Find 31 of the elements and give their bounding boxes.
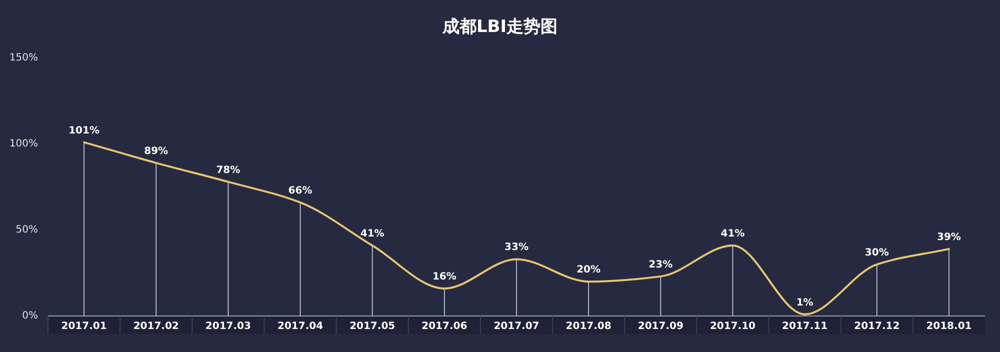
- data-label: 78%: [216, 164, 240, 176]
- x-tick-label: 2017.07: [494, 321, 540, 332]
- y-tick-label: 0%: [22, 310, 38, 322]
- x-tick-label: 2017.03: [205, 321, 252, 332]
- x-tick-label: 2017.08: [566, 321, 612, 332]
- data-label: 41%: [360, 228, 384, 240]
- data-label: 1%: [796, 297, 814, 308]
- data-label: 101%: [68, 125, 100, 136]
- data-label: 41%: [720, 228, 745, 240]
- data-label: 20%: [576, 264, 601, 276]
- x-tick-label: 2017.02: [133, 321, 179, 332]
- x-tick-label: 2017.09: [638, 321, 684, 332]
- y-tick-label: 150%: [9, 52, 38, 64]
- data-label: 39%: [936, 232, 961, 243]
- chart-title: 成都LBI走势图: [441, 17, 558, 37]
- data-label: 30%: [864, 247, 889, 258]
- x-tick-label: 2018.01: [926, 321, 972, 332]
- data-label: 23%: [648, 259, 673, 270]
- x-tick-label: 2017.04: [277, 321, 324, 332]
- x-tick-label: 2017.11: [782, 321, 828, 332]
- y-tick-label: 50%: [16, 224, 38, 236]
- x-tick-label: 2017.10: [710, 321, 756, 332]
- data-label: 16%: [432, 271, 456, 282]
- x-tick-label: 2017.12: [854, 321, 900, 332]
- x-tick-label: 2017.05: [350, 321, 396, 332]
- data-label: 33%: [504, 242, 528, 254]
- y-tick-label: 100%: [9, 138, 38, 150]
- x-tick-label: 2017.06: [422, 321, 468, 332]
- data-label: 89%: [144, 146, 168, 157]
- data-label: 66%: [288, 185, 312, 196]
- x-tick-label: 2017.01: [61, 321, 107, 332]
